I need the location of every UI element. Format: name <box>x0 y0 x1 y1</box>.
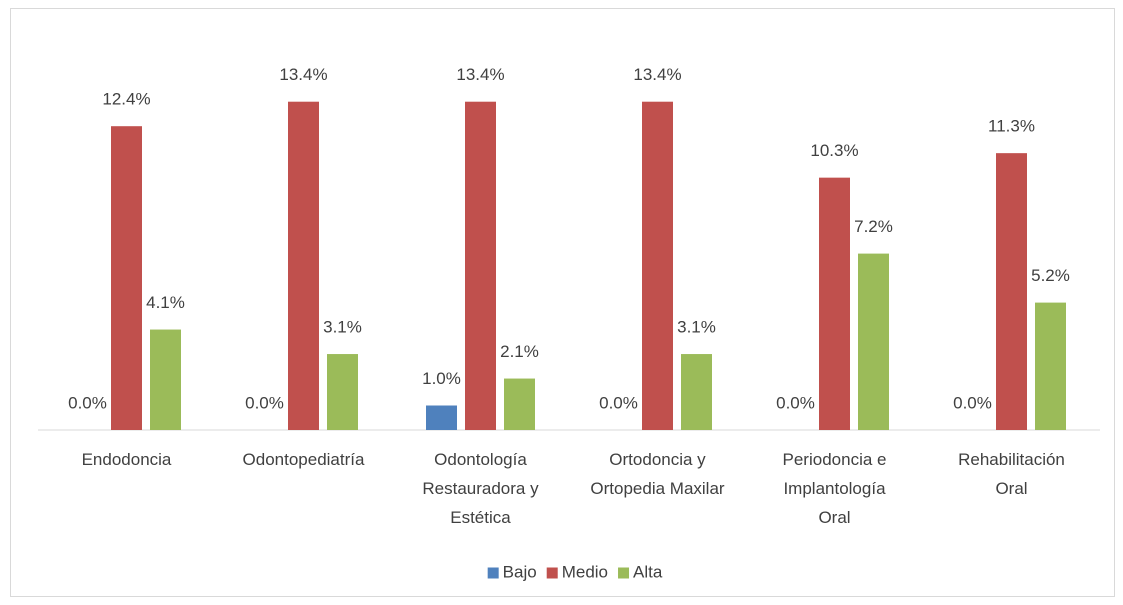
bar <box>681 354 712 430</box>
x-tick-label: Endodoncia <box>82 450 172 469</box>
bar <box>327 354 358 430</box>
data-label: 13.4% <box>279 65 327 84</box>
data-label: 0.0% <box>599 393 638 412</box>
data-label: 12.4% <box>102 90 150 109</box>
legend-label: Bajo <box>503 562 537 581</box>
data-label: 5.2% <box>1031 266 1070 285</box>
bar <box>504 378 535 430</box>
bar <box>288 101 319 430</box>
data-label: 2.1% <box>500 342 539 361</box>
x-tick-label: Periodoncia e Implantología Oral <box>783 450 887 527</box>
bar <box>996 153 1027 430</box>
bar <box>465 101 496 430</box>
legend-label: Medio <box>562 562 608 581</box>
chart-border <box>10 8 1115 597</box>
data-label: 3.1% <box>323 318 362 337</box>
x-tick-label: Rehabilitación Oral <box>958 450 1065 498</box>
data-label: 0.0% <box>245 393 284 412</box>
data-label: 11.3% <box>988 117 1035 136</box>
bar <box>819 177 850 430</box>
data-label: 0.0% <box>68 393 107 412</box>
bar <box>1035 302 1066 430</box>
bar <box>858 253 889 430</box>
bar <box>642 101 673 430</box>
legend-label: Alta <box>633 562 663 581</box>
data-label: 7.2% <box>854 217 893 236</box>
data-label: 0.0% <box>953 393 992 412</box>
data-label: 1.0% <box>422 369 461 388</box>
data-label: 13.4% <box>456 65 504 84</box>
x-tick-label: Ortodoncia y Ortopedia Maxilar <box>590 450 725 498</box>
bar <box>426 405 457 430</box>
data-label: 13.4% <box>633 65 681 84</box>
x-tick-label: Odontología Restauradora y Estética <box>422 450 539 527</box>
x-tick-label: Odontopediatría <box>243 450 365 469</box>
data-label: 0.0% <box>776 393 815 412</box>
legend-swatch <box>618 567 630 579</box>
legend-swatch <box>487 567 499 579</box>
bar <box>111 126 142 430</box>
legend-swatch <box>546 567 558 579</box>
data-label: 4.1% <box>146 293 185 312</box>
data-label: 3.1% <box>677 318 716 337</box>
bar <box>150 329 181 430</box>
data-label: 10.3% <box>810 141 858 160</box>
